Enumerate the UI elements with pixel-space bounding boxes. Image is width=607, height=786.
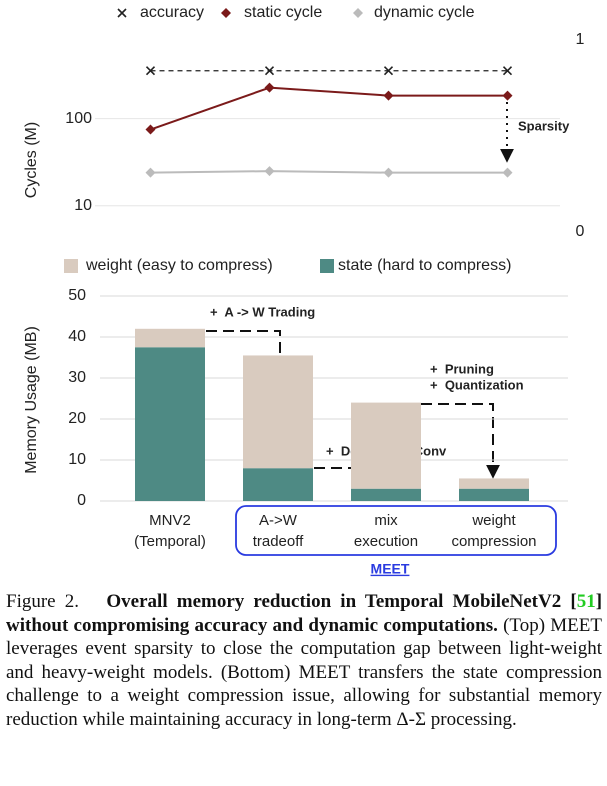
x-tick-label: mix [374,512,398,529]
x-tick-label: A->W [259,512,298,529]
bar-segment [351,488,421,501]
caption-bold: ] without compromising accuracy and dyna… [6,591,603,636]
legend-label: static cycle [244,4,322,21]
y-tick-label: 0 [77,492,86,509]
x-tick-label: (Temporal) [134,533,206,550]
point [145,66,156,76]
legend-label: state (hard to compress) [338,257,511,274]
legend-swatch [320,259,334,273]
bar-segment [243,355,313,469]
y-tick-label: 10 [68,451,86,468]
y-tick-label: 50 [68,287,86,304]
point [264,82,275,93]
point [264,166,275,177]
x-tick-label: weight [471,512,516,529]
point [383,167,394,178]
x-tick-label: MNV2 [149,512,191,529]
bar-segment [459,478,529,489]
y-tick-label: 100 [65,110,92,127]
y-tick-label: 30 [68,369,86,386]
x-tick-label: compression [451,533,536,550]
point [145,167,156,178]
bar-segment [459,488,529,501]
annotation: + Quantization [430,377,524,392]
y-tick-label: 20 [68,410,86,427]
annotation: Sparsity [518,118,570,133]
y2-tick-label: 0 [576,223,585,240]
prune-arrow [421,403,500,479]
point [353,8,363,18]
legend-swatch [64,259,78,273]
point [221,8,231,18]
point [502,167,513,178]
x-tick-label: tradeoff [253,533,304,550]
caption-bold: Overall memory reduction in Temporal Mob… [106,591,577,612]
point [383,66,394,76]
series-line [150,170,508,174]
legend-label: dynamic cycle [374,4,475,21]
y-tick-label: 40 [68,328,86,345]
point [383,90,394,101]
y2-tick-label: 1 [576,31,585,48]
caption-ref[interactable]: 51 [576,591,596,612]
point [117,8,127,18]
point [145,124,156,135]
meet-box [235,505,557,556]
series-line [150,86,508,131]
x-tick-label: execution [354,533,418,550]
point [264,66,275,76]
y-axis-title: Cycles (M) [23,122,40,198]
annotation: + Pruning [430,361,494,376]
caption-text: (Top) MEET leverages event sparsity to c… [6,614,602,730]
annotation: + A -> W Trading [210,304,315,319]
figure: Sparsity + A -> W Trading + Depth-First … [23,4,585,577]
y-axis-title: Memory Usage (MB) [23,326,40,474]
bar-segment [351,402,421,489]
bar-segment [135,328,205,348]
meet-label: MEET [371,561,410,577]
caption: Figure 2. Overall memory reduction in Te… [6,590,602,732]
bar-segment [243,468,313,501]
caption-label: Figure 2. [6,591,79,612]
point [502,90,513,101]
legend-label: weight (easy to compress) [85,257,273,274]
legend-label: accuracy [140,4,204,21]
y-tick-label: 10 [74,197,92,214]
bar-segment [135,347,205,501]
point [502,66,513,76]
